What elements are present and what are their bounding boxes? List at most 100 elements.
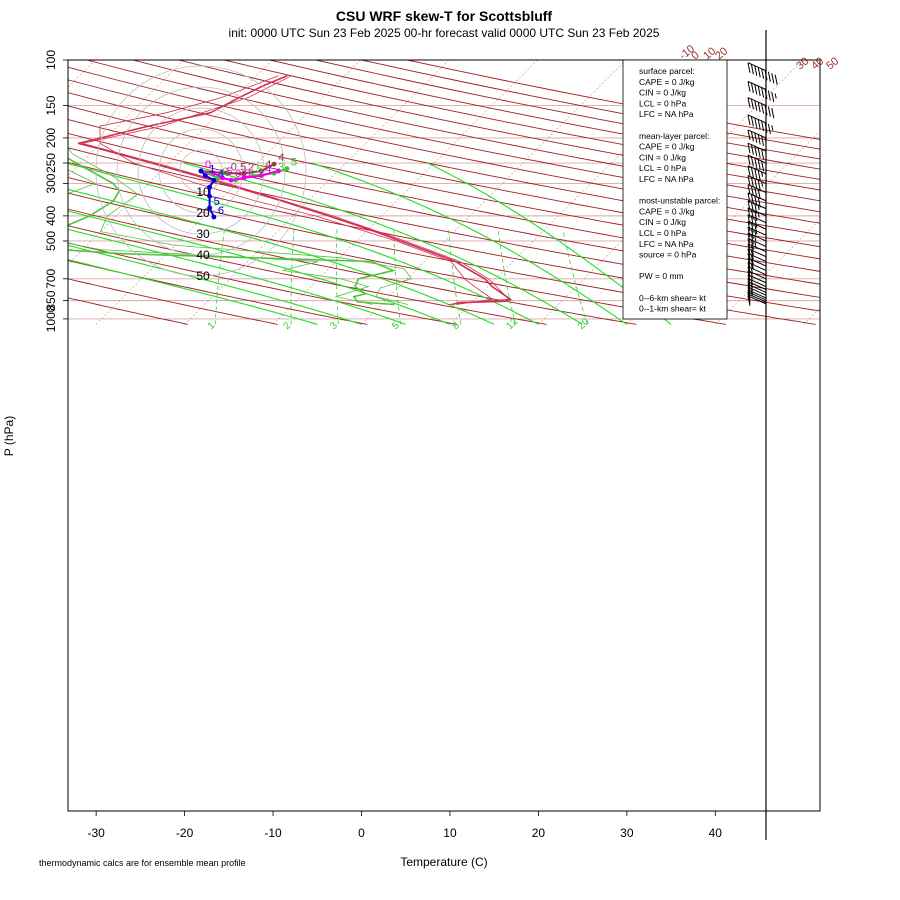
isotherm-label: 50 bbox=[824, 55, 841, 72]
p-tick-label: 150 bbox=[44, 95, 58, 115]
mixing-ratio-line bbox=[214, 229, 225, 325]
hodograph-label: 4 bbox=[218, 168, 224, 180]
mixing-ratio-line bbox=[448, 229, 462, 325]
dry-adiabat bbox=[68, 278, 278, 325]
info-box-line: LFC = NA hPa bbox=[639, 174, 694, 184]
dry-adiabat bbox=[224, 60, 820, 180]
dry-adiabat bbox=[68, 66, 820, 224]
hodograph-label: 4 bbox=[278, 152, 284, 164]
hodograph-ring bbox=[116, 86, 286, 256]
dry-adiabat bbox=[68, 92, 820, 248]
x-tick-label: -10 bbox=[264, 826, 282, 840]
wind-barb bbox=[747, 220, 767, 235]
p-tick-label: 500 bbox=[44, 231, 58, 251]
hodograph-ring bbox=[158, 128, 244, 214]
footnote: thermodynamic calcs are for ensemble mea… bbox=[39, 858, 246, 868]
info-box-line: CIN = 0 J/kg bbox=[639, 88, 686, 98]
dry-adiabat bbox=[68, 119, 820, 272]
hodograph-point bbox=[211, 177, 217, 183]
hodograph-point bbox=[211, 214, 217, 220]
dry-adiabat bbox=[68, 79, 820, 236]
info-box-line: LFC = NA hPa bbox=[639, 239, 694, 249]
hodograph-point bbox=[228, 177, 234, 183]
isotherm-line bbox=[0, 60, 7, 324]
hodograph-label: 0.5 bbox=[231, 161, 246, 173]
mixing-ratio-label: 2 bbox=[281, 320, 293, 332]
dry-adiabat bbox=[68, 225, 547, 325]
hodograph-point bbox=[202, 173, 208, 179]
wind-barbs bbox=[747, 30, 778, 840]
info-box-line: LCL = 0 hPa bbox=[639, 98, 686, 108]
p-tick-label: 200 bbox=[44, 128, 58, 148]
info-box-line: CAPE = 0 J/kg bbox=[639, 142, 695, 152]
x-tick-label: -20 bbox=[176, 826, 194, 840]
info-box-frame bbox=[622, 59, 728, 320]
p-tick-label: 250 bbox=[44, 153, 58, 173]
dry-adiabat bbox=[68, 242, 457, 325]
temperature-member-line bbox=[82, 75, 510, 305]
wind-barb bbox=[747, 62, 778, 85]
hodograph-label: 1 bbox=[209, 164, 215, 176]
x-axis-label: Temperature (C) bbox=[400, 855, 487, 869]
info-box-line: source = 0 hPa bbox=[639, 250, 697, 260]
dry-adiabat bbox=[68, 105, 820, 260]
dry-adiabat bbox=[315, 60, 820, 160]
wind-barb bbox=[747, 97, 775, 119]
wind-barb bbox=[747, 129, 767, 147]
wind-barb bbox=[747, 207, 767, 221]
hodograph-point bbox=[211, 170, 217, 176]
x-tick-label: 40 bbox=[709, 826, 723, 840]
p-tick-label: 1000 bbox=[44, 305, 58, 332]
info-box-line: PW = 0 mm bbox=[639, 271, 684, 281]
hodograph-label: 0 bbox=[205, 159, 211, 171]
info-box-line: surface parcel: bbox=[639, 66, 695, 76]
mixing-ratio-line bbox=[393, 229, 401, 325]
hodograph-ring-label: 30 bbox=[196, 227, 210, 241]
dewpoint-member-line bbox=[68, 146, 413, 305]
wind-barb bbox=[747, 237, 767, 251]
p-tick-label: 850 bbox=[44, 290, 58, 310]
hodograph-point bbox=[207, 205, 213, 211]
wind-barb bbox=[747, 214, 767, 228]
mixing-ratio-line bbox=[290, 229, 295, 325]
hodograph-point bbox=[207, 184, 213, 190]
x-tick-label: 0 bbox=[358, 826, 365, 840]
hodograph-label: 5 bbox=[227, 166, 233, 178]
dry-adiabat bbox=[68, 161, 820, 312]
info-box-line: most-unstable parcel: bbox=[639, 196, 720, 206]
hodograph-point bbox=[241, 175, 247, 181]
hodograph-label: 5 bbox=[291, 157, 297, 169]
hodograph-label: 6 bbox=[218, 205, 224, 217]
info-box-line: LCL = 0 hPa bbox=[639, 228, 686, 238]
dry-adiabat bbox=[68, 208, 637, 325]
hodograph-point bbox=[207, 193, 213, 199]
hodograph-point bbox=[198, 168, 204, 174]
x-tick-label: 20 bbox=[532, 826, 546, 840]
moist-adiabat bbox=[68, 228, 406, 325]
dry-adiabat bbox=[269, 60, 820, 170]
dry-adiabat bbox=[86, 60, 820, 213]
dry-adiabat bbox=[68, 192, 727, 325]
info-box-line: CAPE = 0 J/kg bbox=[639, 206, 695, 216]
chart-subtitle: init: 0000 UTC Sun 23 Feb 2025 00-hr for… bbox=[229, 26, 660, 40]
info-box-line: LFC = NA hPa bbox=[639, 109, 694, 119]
mixing-ratio-line bbox=[336, 229, 339, 325]
hodograph-ring-label: 50 bbox=[196, 269, 210, 283]
wind-barb bbox=[747, 114, 774, 135]
moist-adiabat bbox=[68, 259, 318, 325]
hodograph-point bbox=[284, 166, 290, 172]
hodograph-point bbox=[241, 170, 247, 176]
wind-barb bbox=[747, 154, 767, 172]
info-box-line: CIN = 0 J/kg bbox=[639, 152, 686, 162]
wind-barb bbox=[747, 281, 767, 292]
wind-barb bbox=[747, 175, 767, 191]
dry-adiabat bbox=[68, 260, 368, 325]
hodograph-ring-label: 40 bbox=[196, 248, 210, 262]
sounding-profiles bbox=[68, 74, 513, 306]
hodograph-label: 4 bbox=[265, 164, 271, 176]
hodograph-label: 2 bbox=[248, 161, 254, 173]
p-tick-label: 100 bbox=[44, 50, 58, 70]
moist-adiabat bbox=[68, 162, 539, 325]
